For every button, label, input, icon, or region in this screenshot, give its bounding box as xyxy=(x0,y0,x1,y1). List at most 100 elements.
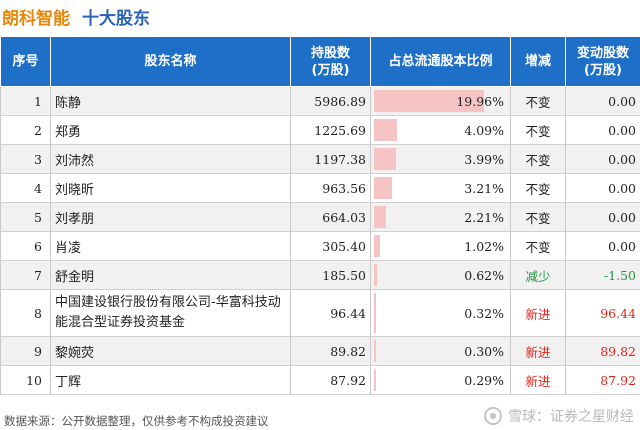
table-subject: 十大股东 xyxy=(82,8,150,29)
shareholder-name-cell: 郑勇 xyxy=(50,115,291,145)
pct-text: 19.96% xyxy=(456,93,504,109)
shareholder-table: 序号 股东名称 持股数 (万股) 占总流通股本比例 增减 变动股数 (万股) 1… xyxy=(0,36,640,395)
shareholder-name-cell: 舒金明 xyxy=(50,260,291,290)
header-row: 序号 股东名称 持股数 (万股) 占总流通股本比例 增减 变动股数 (万股) xyxy=(0,36,640,87)
table-row: 8 中国建设银行股份有限公司-华富科技动能混合型证券投资基金 96.44 0.32% 新… xyxy=(0,289,640,337)
shareholder-name-cell: 丁辉 xyxy=(50,365,291,395)
shares-cell: 664.03 xyxy=(290,202,371,232)
shareholder-name-cell: 肖凌 xyxy=(50,231,291,261)
delta-cell: 0.00 xyxy=(565,86,640,116)
pct-bar xyxy=(374,177,392,199)
change-cell: 不变 xyxy=(510,86,566,116)
shares-cell: 5986.89 xyxy=(290,86,371,116)
header-pct: 占总流通股本比例 xyxy=(370,36,511,87)
delta-cell: 0.00 xyxy=(565,173,640,203)
brand-watermark: 雪球：证券之星财经 xyxy=(484,405,634,427)
rank-cell: 1 xyxy=(0,86,51,116)
shareholder-name-cell: 中国建设银行股份有限公司-华富科技动能混合型证券投资基金 xyxy=(50,289,291,337)
pct-bar xyxy=(374,206,387,228)
pct-cell: 0.32% xyxy=(370,289,511,337)
header-rank: 序号 xyxy=(0,36,51,87)
pct-text: 2.21% xyxy=(464,209,504,225)
pct-cell: 1.02% xyxy=(370,231,511,261)
rank-cell: 10 xyxy=(0,365,51,395)
change-cell: 不变 xyxy=(510,144,566,174)
pct-bar xyxy=(374,340,376,362)
pct-text: 0.29% xyxy=(464,372,504,388)
shareholder-name-cell: 刘孝朋 xyxy=(50,202,291,232)
header-change: 增减 xyxy=(510,36,566,87)
delta-cell: 0.00 xyxy=(565,115,640,145)
shares-cell: 1197.38 xyxy=(290,144,371,174)
header-name: 股东名称 xyxy=(50,36,291,87)
shares-cell: 185.50 xyxy=(290,260,371,290)
delta-cell: 0.00 xyxy=(565,202,640,232)
pct-text: 3.21% xyxy=(464,180,504,196)
shareholder-name-cell: 陈静 xyxy=(50,86,291,116)
table-row: 10 丁辉 87.92 0.29% 新进 87.92 xyxy=(0,365,640,395)
table-row: 9 黎婉荧 89.82 0.30% 新进 89.82 xyxy=(0,336,640,366)
shares-cell: 1225.69 xyxy=(290,115,371,145)
change-cell: 新进 xyxy=(510,336,566,366)
pct-bar xyxy=(374,119,397,141)
pct-text: 0.62% xyxy=(464,267,504,283)
change-cell: 不变 xyxy=(510,202,566,232)
change-cell: 不变 xyxy=(510,231,566,261)
shares-cell: 96.44 xyxy=(290,289,371,337)
header-delta: 变动股数 (万股) xyxy=(565,36,640,87)
pct-cell: 0.62% xyxy=(370,260,511,290)
pct-cell: 19.96% xyxy=(370,86,511,116)
page-title: 朗科智能 十大股东 xyxy=(2,2,150,30)
pct-cell: 4.09% xyxy=(370,115,511,145)
rank-cell: 4 xyxy=(0,173,51,203)
delta-cell: 96.44 xyxy=(565,289,640,337)
brand-name: 雪球：证券之星财经 xyxy=(508,409,634,425)
table-row: 3 刘沛然 1197.38 3.99% 不变 0.00 xyxy=(0,144,640,174)
table-row: 1 陈静 5986.89 19.96% 不变 0.00 xyxy=(0,86,640,116)
pct-text: 3.99% xyxy=(464,151,504,167)
rank-cell: 7 xyxy=(0,260,51,290)
delta-cell: 87.92 xyxy=(565,365,640,395)
rank-cell: 2 xyxy=(0,115,51,145)
pct-cell: 3.21% xyxy=(370,173,511,203)
pct-text: 4.09% xyxy=(464,122,504,138)
xueqiu-logo-icon xyxy=(484,407,502,425)
shareholder-name-cell: 刘沛然 xyxy=(50,144,291,174)
data-source-note: 数据来源：公开数据整理，仅供参考不构成投资建议 xyxy=(4,414,269,428)
pct-cell: 3.99% xyxy=(370,144,511,174)
pct-cell: 2.21% xyxy=(370,202,511,232)
delta-cell: 89.82 xyxy=(565,336,640,366)
shareholder-name-cell: 刘晓昕 xyxy=(50,173,291,203)
pct-bar xyxy=(374,148,396,170)
shareholder-name-cell: 黎婉荧 xyxy=(50,336,291,366)
pct-text: 1.02% xyxy=(464,238,504,254)
rank-cell: 3 xyxy=(0,144,51,174)
change-cell: 新进 xyxy=(510,289,566,337)
change-cell: 减少 xyxy=(510,260,566,290)
pct-bar xyxy=(374,293,376,333)
change-cell: 不变 xyxy=(510,115,566,145)
table-row: 2 郑勇 1225.69 4.09% 不变 0.00 xyxy=(0,115,640,145)
change-cell: 不变 xyxy=(510,173,566,203)
pct-bar xyxy=(374,264,378,286)
table-row: 5 刘孝朋 664.03 2.21% 不变 0.00 xyxy=(0,202,640,232)
pct-text: 0.30% xyxy=(464,343,504,359)
header-shares: 持股数 (万股) xyxy=(290,36,371,87)
pct-cell: 0.29% xyxy=(370,365,511,395)
change-cell: 新进 xyxy=(510,365,566,395)
rank-cell: 9 xyxy=(0,336,51,366)
delta-cell: -1.50 xyxy=(565,260,640,290)
shares-cell: 87.92 xyxy=(290,365,371,395)
rank-cell: 5 xyxy=(0,202,51,232)
shares-cell: 963.56 xyxy=(290,173,371,203)
delta-cell: 0.00 xyxy=(565,144,640,174)
delta-cell: 0.00 xyxy=(565,231,640,261)
company-name: 朗科智能 xyxy=(2,8,70,29)
pct-text: 0.32% xyxy=(464,305,504,321)
rank-cell: 8 xyxy=(0,289,51,337)
table-row: 7 舒金明 185.50 0.62% 减少 -1.50 xyxy=(0,260,640,290)
pct-cell: 0.30% xyxy=(370,336,511,366)
rank-cell: 6 xyxy=(0,231,51,261)
shares-cell: 305.40 xyxy=(290,231,371,261)
table-row: 4 刘晓昕 963.56 3.21% 不变 0.00 xyxy=(0,173,640,203)
